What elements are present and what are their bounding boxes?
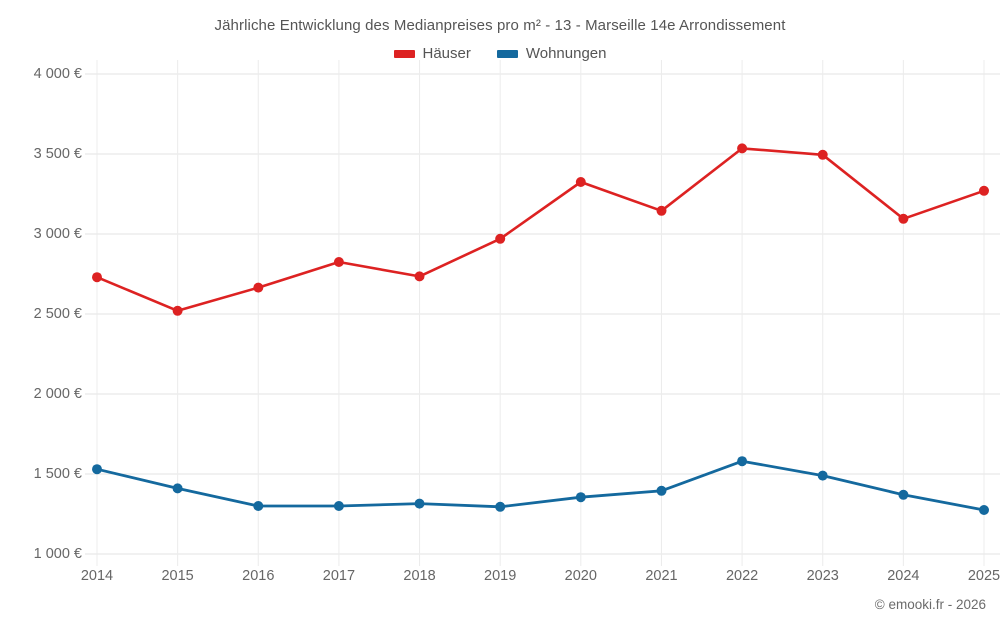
data-point[interactable] — [495, 501, 506, 512]
x-axis-tick-label: 2016 — [242, 568, 275, 584]
y-axis-tick-label: 3 000 € — [33, 226, 82, 242]
data-point[interactable] — [575, 177, 586, 187]
y-axis-tick-label: 4 000 € — [33, 66, 82, 82]
series-layer — [92, 143, 989, 515]
data-point[interactable] — [979, 505, 989, 515]
data-point[interactable] — [172, 305, 183, 316]
data-point[interactable] — [414, 498, 425, 509]
x-axis-tick-label: 2015 — [161, 568, 194, 584]
y-axis-labels: 1 000 € 1 500 € 2 000 € 2 500 € 3 000 € 3 500… — [0, 0, 82, 625]
x-axis-tick-label: 2021 — [645, 568, 678, 584]
legend-swatch-wohnungen — [496, 49, 518, 58]
x-gridlines — [96, 60, 985, 566]
y-axis-tick-label: 2 500 € — [33, 306, 82, 322]
data-point[interactable] — [172, 483, 183, 494]
data-point[interactable] — [737, 143, 748, 154]
data-point[interactable] — [898, 213, 909, 224]
x-axis-tick-label: 2020 — [564, 568, 597, 584]
y-axis-tick-label: 1 500 € — [33, 466, 82, 482]
data-point[interactable] — [92, 272, 102, 283]
legend-label-haeuser: Häuser — [422, 45, 471, 62]
data-point[interactable] — [656, 485, 667, 496]
legend-item-wohnungen[interactable]: Wohnungen — [496, 45, 607, 62]
data-point[interactable] — [898, 489, 909, 500]
data-point[interactable] — [414, 271, 425, 282]
data-point[interactable] — [817, 470, 828, 481]
chart-title: Jährliche Entwicklung des Medianpreises … — [214, 17, 786, 34]
x-axis-tick-label: 2017 — [322, 568, 356, 584]
data-point[interactable] — [333, 257, 344, 267]
legend-item-haeuser[interactable]: Häuser — [393, 45, 471, 62]
data-point[interactable] — [253, 501, 264, 511]
data-point[interactable] — [495, 233, 506, 244]
legend-label-wohnungen: Wohnungen — [525, 45, 607, 62]
gridlines — [85, 73, 1000, 555]
data-point[interactable] — [253, 282, 264, 293]
data-point[interactable] — [656, 205, 667, 216]
series-line-häuser — [95, 147, 986, 313]
y-axis-tick-label: 2 000 € — [33, 386, 82, 402]
data-point[interactable] — [333, 501, 344, 511]
y-axis-tick-label: 1 000 € — [33, 546, 82, 562]
x-axis-tick-label: 2024 — [887, 568, 920, 584]
x-axis-tick-label: 2023 — [806, 568, 839, 584]
data-point[interactable] — [737, 456, 748, 467]
series-line-wohnungen — [95, 459, 986, 512]
y-axis-tick-label: 3 500 € — [33, 146, 82, 162]
x-axis-tick-label: 2014 — [80, 568, 114, 584]
copyright-footer: © emooki.fr - 2026 — [874, 597, 986, 612]
x-axis-tick-label: 2019 — [484, 568, 517, 584]
data-point[interactable] — [575, 492, 586, 503]
chart-legend: Häuser Wohnungen — [0, 45, 1000, 62]
data-point[interactable] — [817, 149, 828, 160]
data-point[interactable] — [979, 185, 989, 196]
x-axis-tick-label: 2025 — [967, 568, 1000, 584]
x-axis-tick-label: 2022 — [725, 568, 759, 584]
x-axis-tick-label: 2018 — [403, 568, 436, 584]
data-point[interactable] — [92, 464, 102, 475]
legend-swatch-haeuser — [393, 49, 415, 58]
